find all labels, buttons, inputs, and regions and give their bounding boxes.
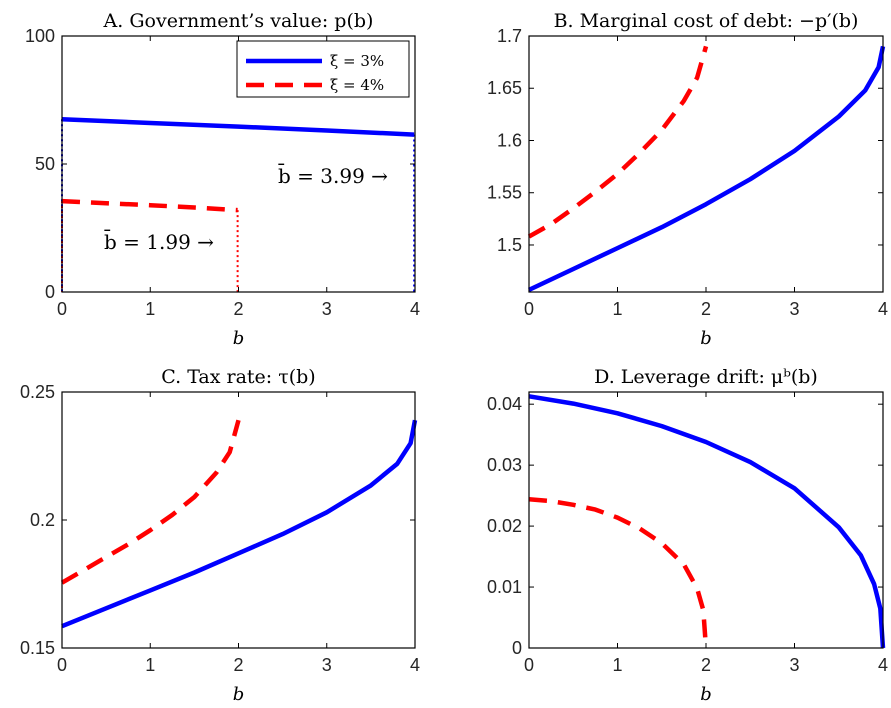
y-tick-label: 1.65 [487,78,522,98]
chart-title: C. Tax rate: τ(b) [161,366,315,388]
y-tick-label: 0.04 [487,394,522,414]
legend: ξ = 3% ξ = 4% [236,40,410,98]
chart-title: D. Leverage drift: μᵇ(b) [594,366,818,388]
x-tick-label: 4 [878,655,888,675]
y-tick-label: 0 [512,638,522,658]
series-line-xi-3pct [61,419,418,629]
x-tick-label: 0 [57,299,67,319]
legend-entry: ξ = 3% [330,52,384,70]
legend-box [236,40,410,98]
series-line-xi-3pct [528,394,886,649]
chart-title: A. Government’s value: p(b) [103,10,374,32]
legend-entry: ξ = 4% [330,76,384,94]
y-tick-label: 0.2 [30,510,55,530]
x-tick-label: 3 [789,299,799,319]
x-tick-label: 2 [233,655,243,675]
series-line-xi-3pct [61,116,415,137]
y-tick-label: 1.7 [497,26,522,46]
panel-d: D. Leverage drift: μᵇ(b) 0 1 2 3 4 0 0.01 0.02 0.… [487,366,888,705]
series-line-xi-4pct [61,198,238,213]
x-axis-label: b [700,684,712,705]
y-tick-label: 1.5 [497,235,522,255]
x-tick-label: 1 [612,299,622,319]
x-axis-label: b [233,684,245,705]
axes-box [528,35,884,293]
y-tick-label: 0.25 [20,382,55,402]
x-tick-label: 0 [524,655,534,675]
panel-b: B. Marginal cost of debt: −p′(b) 0 1 2 3 4 1.5… [487,10,888,349]
annotation-bmax-4pct: b̄ = 1.99 → [104,229,214,254]
series-line-xi-4pct [527,45,709,239]
chart-title: B. Marginal cost of debt: −p′(b) [554,10,859,32]
x-tick-label: 3 [322,299,332,319]
panel-c: C. Tax rate: τ(b) 0 1 2 3 4 0.15 0.2 0.25 b [20,366,420,705]
x-axis-label: b [233,328,245,349]
annotation-bmax-3pct: b̄ = 3.99 → [278,163,388,188]
x-tick-label: 1 [612,655,622,675]
x-tick-label: 4 [878,299,888,319]
x-tick-label: 4 [410,299,420,319]
series-line-xi-3pct [528,45,886,292]
y-tick-label: 100 [25,26,55,46]
series-line-xi-4pct [60,419,241,585]
x-tick-label: 2 [233,299,243,319]
x-tick-label: 3 [322,655,332,675]
x-tick-label: 2 [701,655,711,675]
x-tick-label: 0 [57,655,67,675]
y-tick-label: 0.02 [487,516,522,536]
x-axis-label: b [700,328,712,349]
y-tick-label: 1.6 [497,130,522,150]
x-tick-label: 0 [524,299,534,319]
x-tick-label: 4 [410,655,420,675]
y-tick-label: 1.55 [487,183,522,203]
x-tick-label: 1 [145,299,155,319]
x-tick-label: 2 [701,299,711,319]
y-tick-label: 0.03 [487,455,522,475]
y-tick-label: 0 [45,282,55,302]
axes-box [61,391,416,649]
panel-a: A. Government’s value: p(b) 0 1 2 3 4 0 50 100 b ξ… [25,10,420,349]
y-tick-label: 50 [35,154,55,174]
y-tick-label: 0.15 [20,638,55,658]
x-tick-label: 1 [145,655,155,675]
x-tick-label: 3 [789,655,799,675]
series-line-xi-4pct [528,497,709,649]
y-tick-label: 0.01 [487,577,522,597]
